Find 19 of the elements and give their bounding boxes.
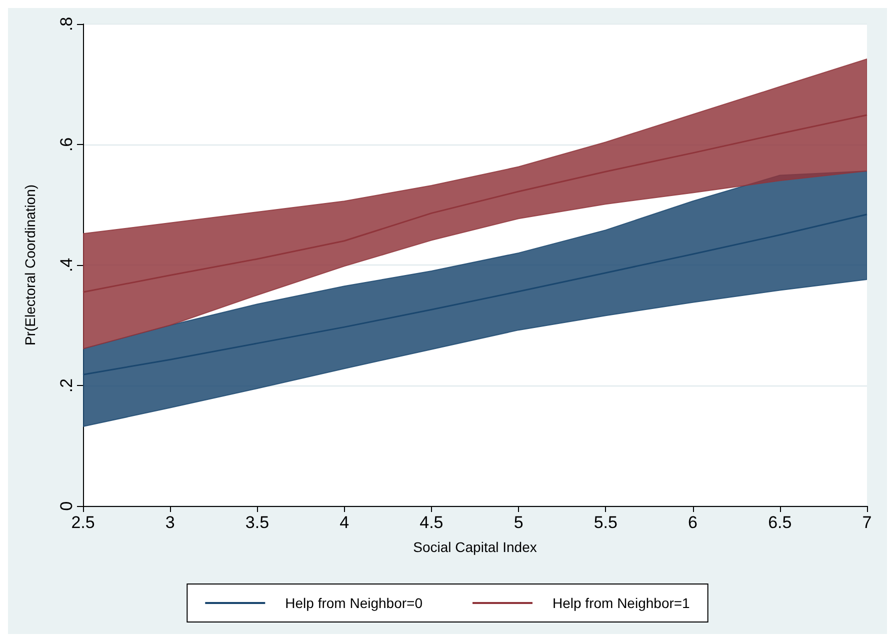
x-tick-label: 3.5 xyxy=(245,513,270,532)
x-tick-label: 5.5 xyxy=(594,513,618,532)
y-axis-title: Pr(Electoral Coordination) xyxy=(22,184,38,346)
x-tick-label: 4.5 xyxy=(420,513,444,532)
x-tick-label: 6.5 xyxy=(768,513,792,532)
x-tick-label: 2.5 xyxy=(71,513,95,532)
x-tick-label: 7 xyxy=(862,513,872,532)
x-axis-title: Social Capital Index xyxy=(413,539,537,555)
y-tick-label: .8 xyxy=(57,16,76,32)
y-tick-label: 0 xyxy=(57,501,76,511)
x-tick-label: 5 xyxy=(514,513,524,532)
y-tick-label: .6 xyxy=(57,137,76,152)
y-tick-label: .2 xyxy=(57,378,76,393)
x-tick-label: 6 xyxy=(688,513,698,532)
legend-label: Help from Neighbor=0 xyxy=(285,595,423,611)
y-tick-label: .4 xyxy=(57,258,76,272)
x-tick-label: 4 xyxy=(340,513,350,532)
legend-label: Help from Neighbor=1 xyxy=(552,595,690,611)
x-tick-label: 3 xyxy=(165,513,175,532)
